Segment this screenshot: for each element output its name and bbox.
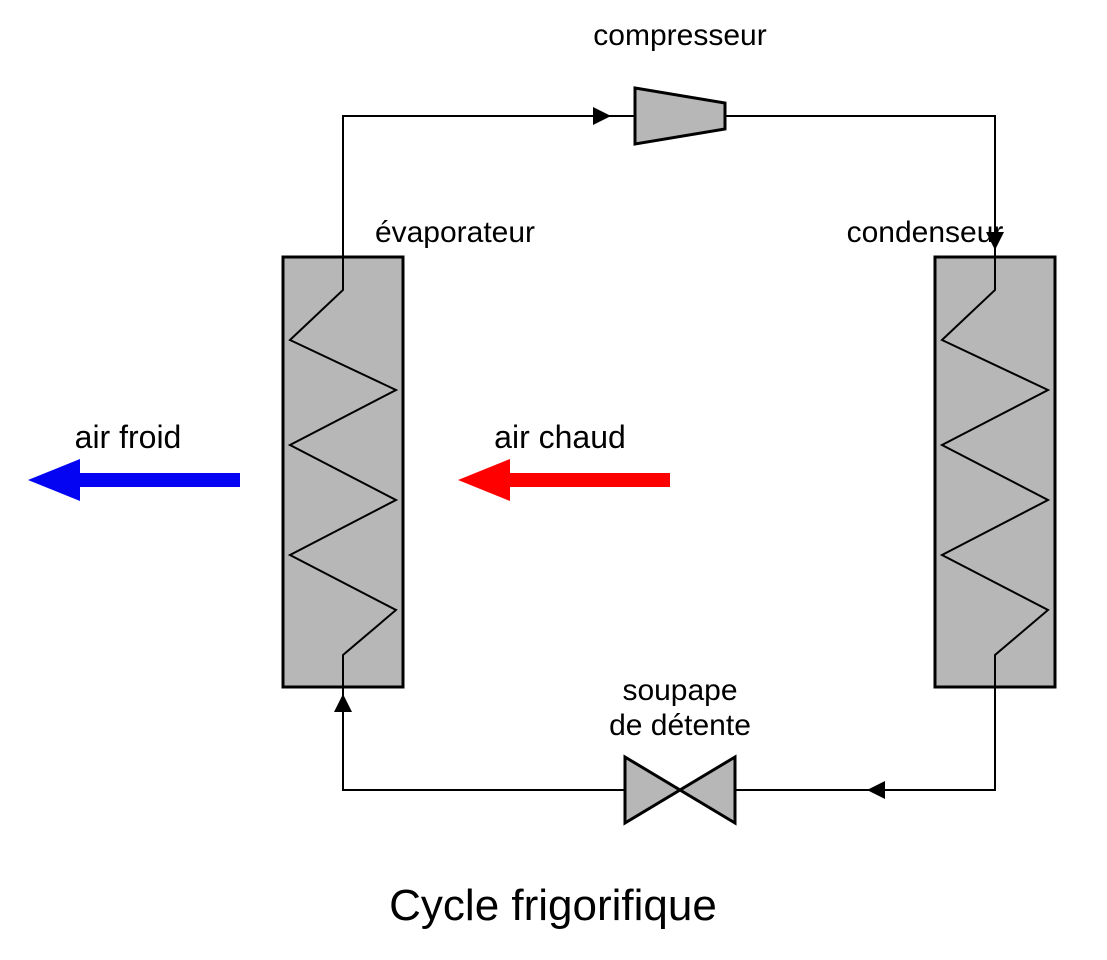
diagram-title: Cycle frigorifique bbox=[389, 881, 717, 930]
compressor bbox=[635, 88, 725, 144]
pipe-condenser-to-valve bbox=[735, 687, 995, 790]
evaporator bbox=[283, 257, 403, 687]
hot-air-label: air chaud bbox=[494, 419, 626, 455]
hot-air-arrow bbox=[458, 459, 670, 501]
pipe-valve-to-evaporator bbox=[343, 687, 625, 790]
valve-label-line2: de détente bbox=[609, 709, 751, 742]
condenser-label: condenseur bbox=[847, 216, 1004, 249]
compressor-label: compresseur bbox=[593, 19, 766, 52]
evaporator-label: évaporateur bbox=[375, 216, 535, 249]
valve-label-line1: soupape bbox=[622, 674, 737, 707]
cold-air-label: air froid bbox=[75, 419, 182, 455]
expansion-valve bbox=[625, 757, 735, 823]
condenser bbox=[935, 257, 1055, 687]
cold-air-arrow bbox=[28, 459, 240, 501]
